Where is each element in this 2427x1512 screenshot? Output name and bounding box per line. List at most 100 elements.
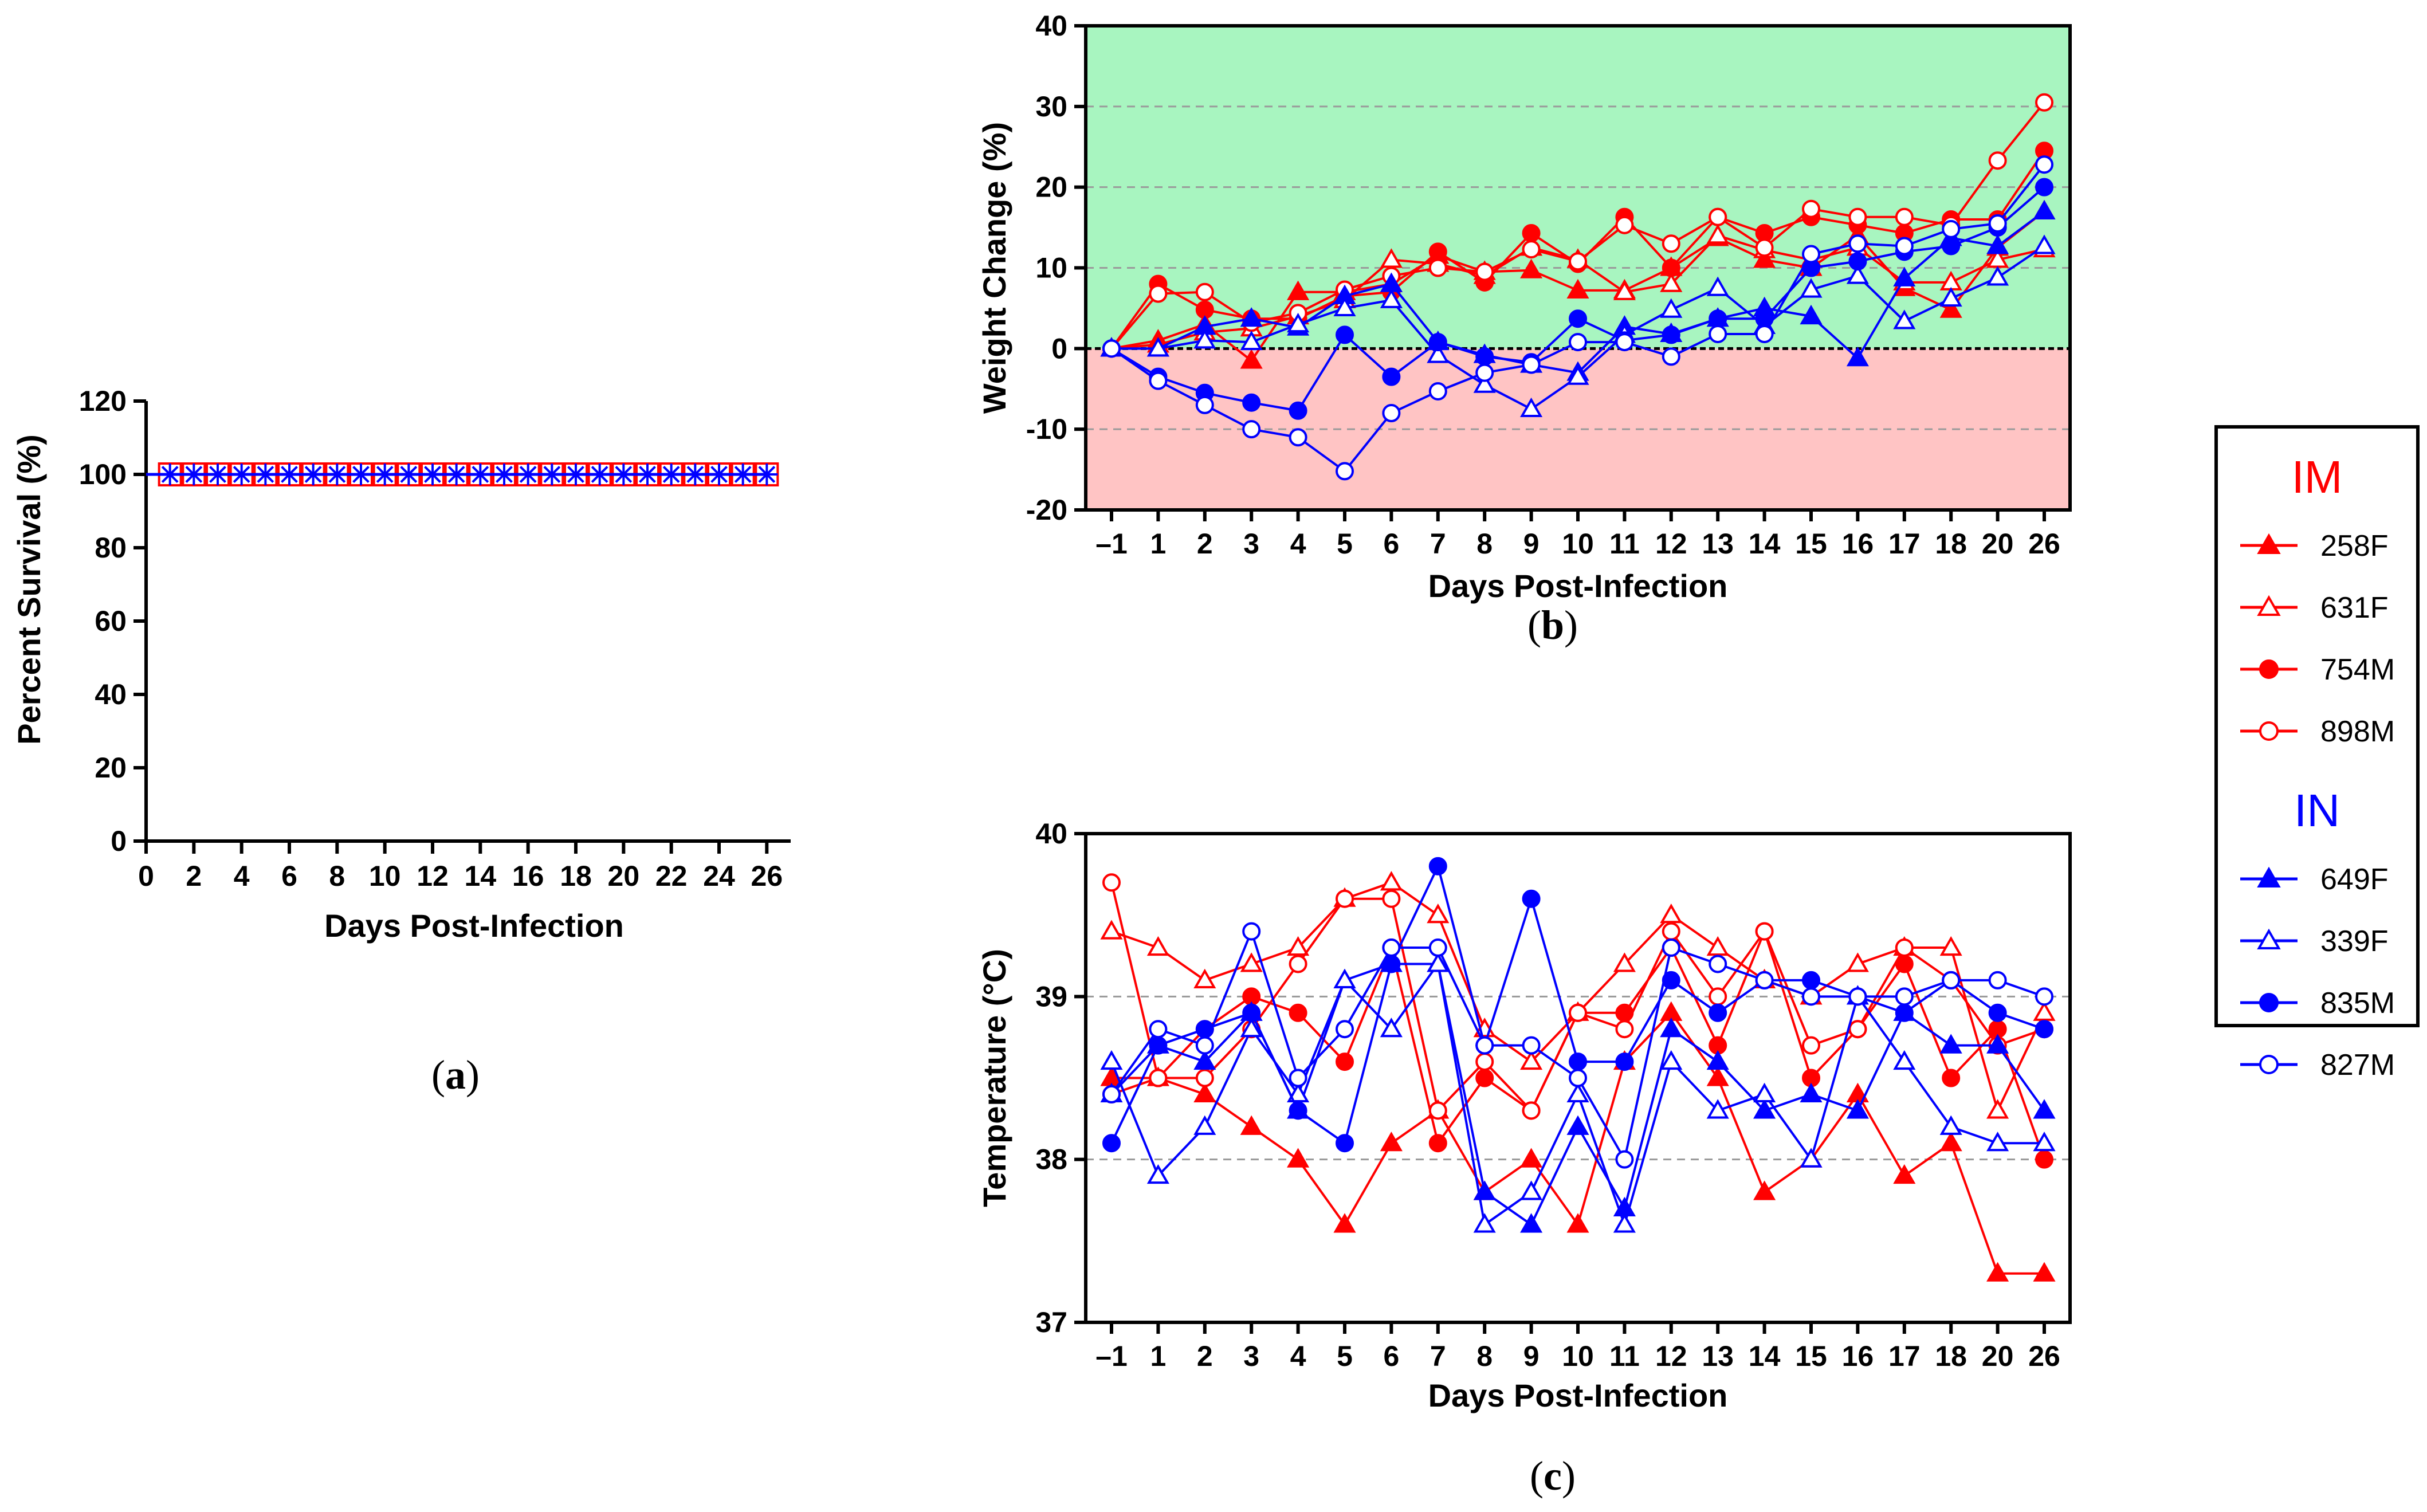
- data-point-339F: [1660, 1050, 1683, 1070]
- data-point-827M: [1615, 333, 1634, 352]
- data-point: [422, 464, 443, 485]
- data-point-339F: [1939, 286, 1962, 307]
- data-point-827M: [1382, 404, 1401, 422]
- x-tick-label: 4: [234, 860, 250, 892]
- data-point-339F: [1146, 1164, 1169, 1184]
- data-point-898M: [1662, 922, 1680, 941]
- data-point-898M: [1522, 240, 1541, 259]
- data-point-835M: [1709, 309, 1727, 328]
- y-tick-label: 0: [1051, 332, 1067, 364]
- x-tick-label: 26: [2028, 1340, 2060, 1372]
- data-point-827M: [1242, 922, 1261, 941]
- data-point-649F: [1753, 1099, 1776, 1119]
- data-point: [350, 464, 372, 485]
- x-tick-label: 6: [1383, 1340, 1399, 1372]
- y-tick-label: 37: [1035, 1306, 1067, 1338]
- data-point-835M: [1242, 1003, 1261, 1022]
- y-axis-title: Weight Change (%): [976, 122, 1012, 414]
- data-point-649F: [1193, 1050, 1216, 1070]
- data-point-898M: [1709, 987, 1727, 1006]
- data-point-339F: [1193, 329, 1216, 349]
- data-point-339F: [1380, 288, 1403, 308]
- y-tick-label: -10: [1026, 413, 1067, 445]
- legend-label: 339F: [2320, 925, 2389, 958]
- data-point-754M: [2035, 1150, 2053, 1169]
- data-point-827M: [1428, 938, 1447, 957]
- data-point-835M: [1428, 857, 1447, 875]
- x-tick-label: 16: [1842, 1340, 1874, 1372]
- data-point-898M: [1848, 207, 1867, 226]
- data-point-835M: [1336, 1134, 1354, 1153]
- data-point-339F: [1287, 1082, 1310, 1103]
- data-point-631F: [1706, 936, 1729, 956]
- y-tick-label: 10: [1035, 252, 1067, 284]
- legend-marker: [2259, 721, 2279, 741]
- data-point-827M: [1336, 1020, 1354, 1039]
- data-point-898M: [1755, 238, 1774, 257]
- data-point: [660, 464, 682, 485]
- x-tick-label: 1: [1150, 1340, 1166, 1372]
- data-point-631F: [1427, 904, 1450, 924]
- data-point-827M: [1802, 987, 1820, 1006]
- x-tick-label: 5: [1337, 1340, 1353, 1372]
- data-point-835M: [1662, 325, 1680, 344]
- data-point-258F: [1566, 278, 1589, 299]
- data-point-827M: [1662, 938, 1680, 957]
- data-point: [684, 464, 706, 485]
- data-point-835M: [1522, 889, 1541, 908]
- data-point-339F: [1800, 1148, 1823, 1168]
- data-point-339F: [2033, 1132, 2056, 1152]
- data-point-258F: [1520, 1148, 1543, 1168]
- data-point-631F: [1380, 871, 1403, 891]
- x-tick-label: 7: [1430, 1340, 1446, 1372]
- data-point-339F: [1893, 1050, 1916, 1070]
- data-point-339F: [1846, 264, 1869, 284]
- data-point-835M: [2035, 1020, 2053, 1039]
- data-point-339F: [1427, 343, 1450, 363]
- y-tick-label: 0: [111, 825, 127, 857]
- legend-marker: [2259, 659, 2279, 679]
- data-point-649F: [1566, 1115, 1589, 1135]
- data-point-898M: [1522, 1101, 1541, 1120]
- data-point-631F: [1706, 224, 1729, 244]
- data-point-827M: [1895, 237, 1914, 256]
- data-point: [207, 464, 229, 485]
- x-axis-title: Days Post-Infection: [1428, 1377, 1728, 1413]
- data-point-339F: [1706, 1099, 1729, 1119]
- data-point-649F: [1706, 1050, 1729, 1070]
- data-point-835M: [1336, 325, 1354, 344]
- data-point-631F: [1613, 952, 1636, 972]
- data-point-827M: [1289, 428, 1307, 447]
- data-point-898M: [1895, 207, 1914, 226]
- data-point-258F: [1240, 1115, 1263, 1135]
- data-point-631F: [1100, 920, 1123, 940]
- x-tick-label: 10: [1562, 528, 1594, 560]
- data-point-827M: [1942, 971, 1961, 989]
- x-tick-label: 2: [186, 860, 202, 892]
- legend-label: 835M: [2320, 987, 2395, 1020]
- positive-zone: [1086, 26, 2070, 349]
- x-tick-label: 20: [1982, 528, 2014, 560]
- data-point-258F: [1240, 349, 1263, 369]
- legend-label: 649F: [2320, 863, 2389, 896]
- x-tick-label: 20: [608, 860, 640, 892]
- data-point: [493, 464, 515, 485]
- data-point-898M: [1709, 207, 1727, 226]
- data-point-754M: [1522, 223, 1541, 242]
- data-point-258F: [1986, 1262, 2009, 1282]
- data-point-258F: [1520, 258, 1543, 278]
- y-tick-label: 30: [1035, 91, 1067, 123]
- data-point-339F: [1800, 278, 1823, 298]
- data-point: [183, 464, 205, 485]
- x-tick-label: –1: [1095, 528, 1128, 560]
- data-point-258F: [1566, 1213, 1589, 1233]
- x-tick-label: 11: [1609, 1340, 1640, 1372]
- y-tick-label: 60: [95, 605, 127, 637]
- panel-label-b: (b): [1527, 602, 1578, 648]
- data-point-898M: [1475, 262, 1494, 281]
- data-point-898M: [1569, 252, 1587, 271]
- data-point-649F: [1846, 1099, 1869, 1119]
- data-point: [588, 464, 611, 485]
- data-point-898M: [1848, 1020, 1867, 1039]
- y-tick-label: 40: [95, 678, 127, 710]
